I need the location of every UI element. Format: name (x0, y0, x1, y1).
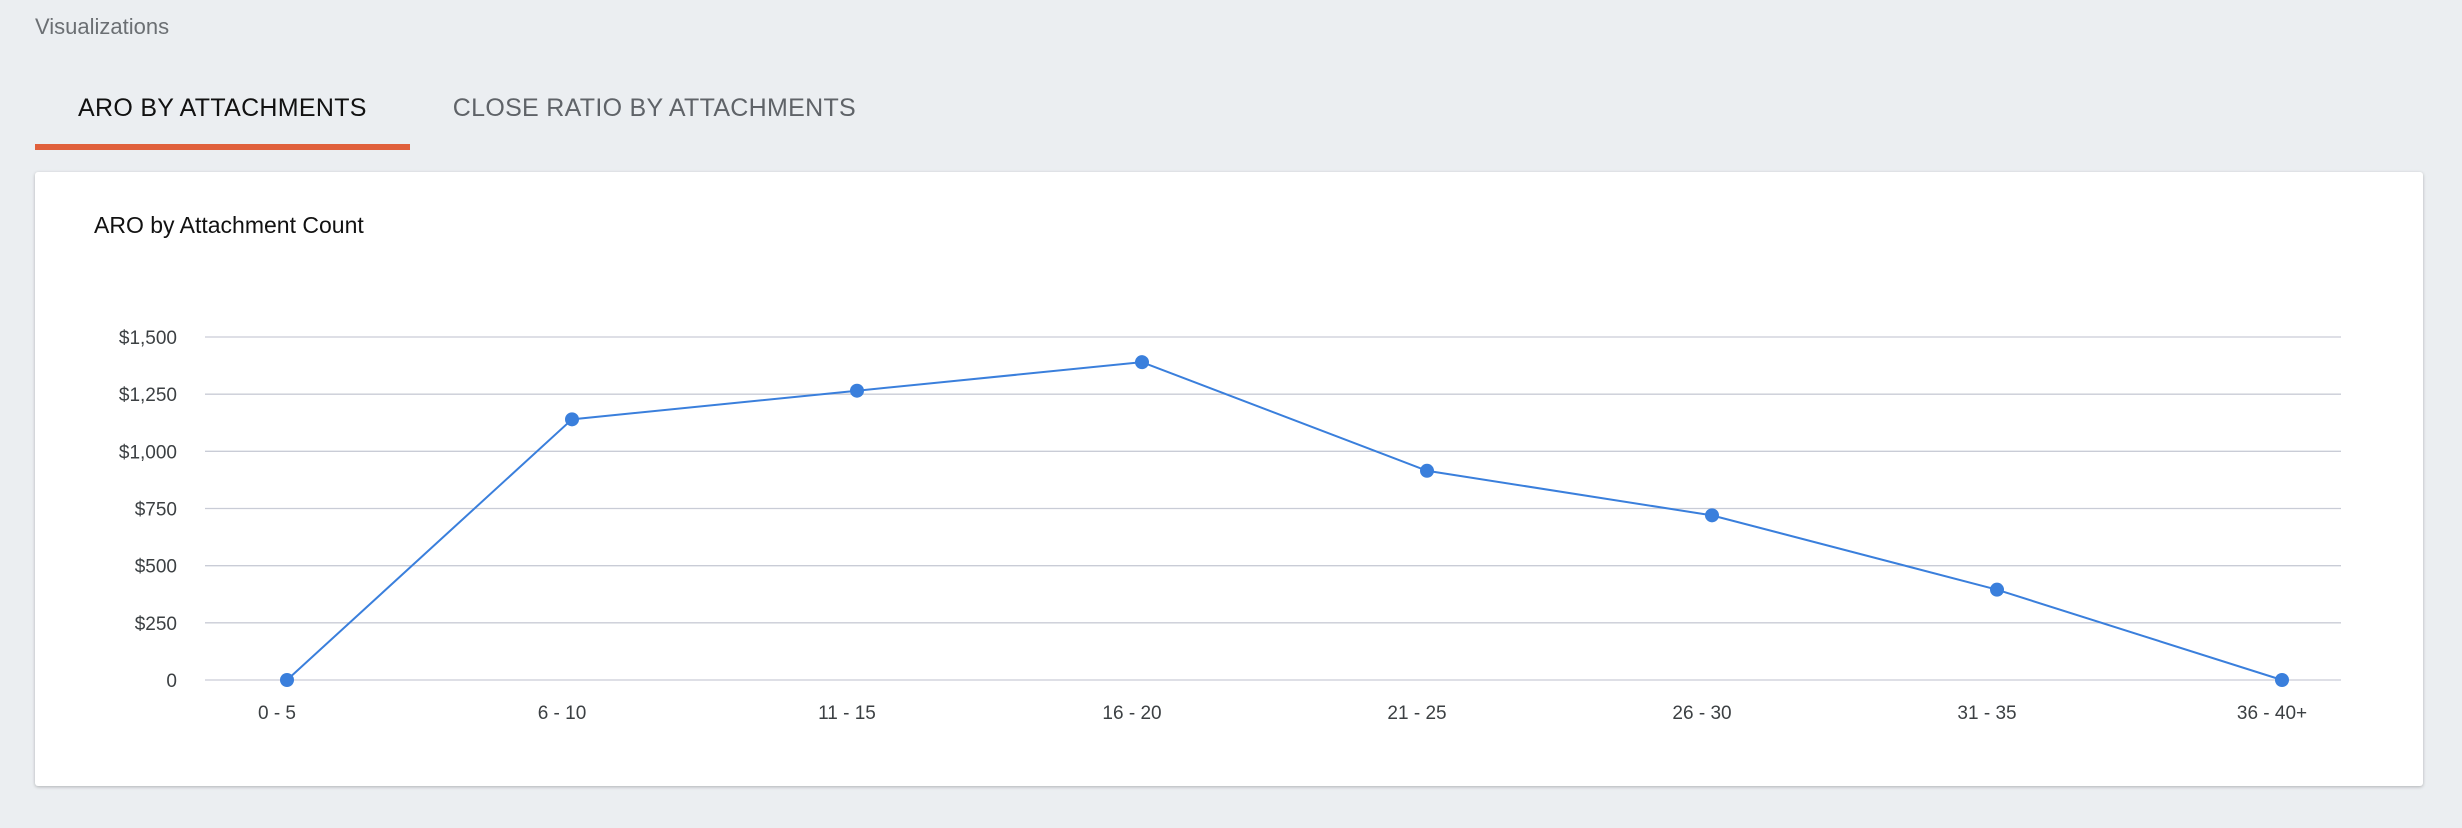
y-tick-label: $500 (135, 557, 177, 578)
tab-label: ARO BY ATTACHMENTS (78, 94, 367, 122)
tab-close-ratio-by-attachments[interactable]: CLOSE RATIO BY ATTACHMENTS (410, 78, 899, 150)
tab-aro-by-attachments[interactable]: ARO BY ATTACHMENTS (35, 78, 410, 150)
y-tick-label: $1,000 (119, 442, 177, 463)
tab-bar: ARO BY ATTACHMENTS CLOSE RATIO BY ATTACH… (35, 78, 899, 150)
y-tick-label: $1,500 (119, 328, 177, 349)
data-point (1705, 508, 1719, 523)
tab-label: CLOSE RATIO BY ATTACHMENTS (452, 94, 857, 122)
y-tick-label: $250 (135, 614, 177, 635)
y-tick-label: $750 (135, 500, 177, 521)
data-point (280, 673, 294, 687)
data-point (850, 383, 864, 398)
section-title: Visualizations (35, 14, 170, 39)
x-tick-label: 6 - 10 (538, 703, 587, 724)
aro-line-chart: 0 $250 $500 $750 $1,000 $1,250 $1,500 0 - 5 6 - … (119, 328, 2341, 724)
data-point (1420, 463, 1434, 478)
chart-title: ARO by Attachment Count (94, 212, 364, 238)
data-point (1135, 355, 1149, 370)
data-point (1990, 582, 2004, 597)
x-tick-label: 31 - 35 (1957, 703, 2016, 724)
x-tick-label: 36 - 40+ (2237, 703, 2307, 724)
chart-card: ARO by Attachment Count 0 $250 $500 $750 $1,… (35, 172, 2423, 786)
data-point (2275, 673, 2289, 687)
y-tick-label: $1,250 (119, 385, 177, 406)
x-tick-label: 11 - 15 (818, 703, 876, 724)
x-tick-label: 21 - 25 (1387, 703, 1446, 724)
x-tick-label: 16 - 20 (1102, 703, 1161, 724)
series-line (286, 361, 2283, 681)
data-point (565, 412, 579, 427)
x-tick-label: 0 - 5 (258, 703, 296, 724)
y-tick-label: 0 (166, 671, 177, 692)
x-tick-label: 26 - 30 (1672, 703, 1731, 724)
